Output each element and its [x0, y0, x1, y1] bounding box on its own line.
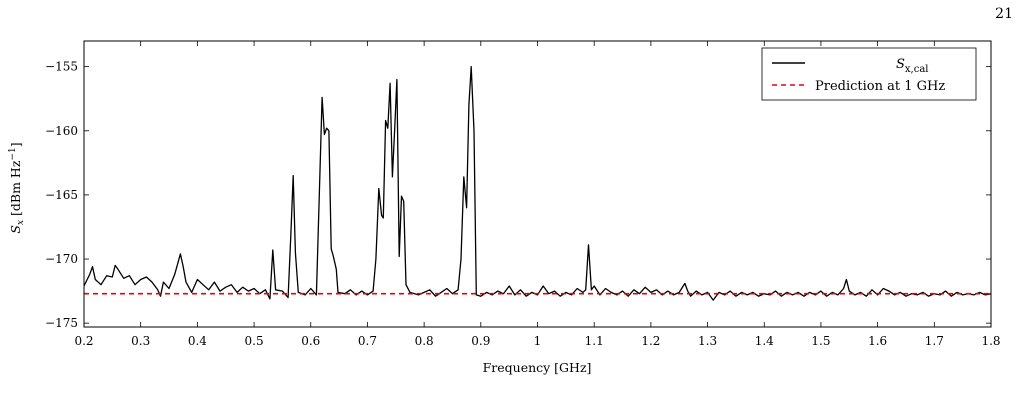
x-tick-label: 0.3: [131, 334, 150, 348]
y-axis-title: Sx [dBm Hz−1]: [8, 142, 26, 233]
y-tick-label: −160: [45, 124, 78, 138]
x-tick-label: 1.3: [698, 334, 717, 348]
legend-label-scal: Sx,cal: [896, 57, 929, 75]
x-tick-label: 1.2: [641, 334, 660, 348]
series-line-scal: [83, 66, 992, 301]
x-tick-label: 1.6: [868, 334, 887, 348]
y-axis-title-main: S: [8, 225, 23, 234]
x-tick-label: 0.6: [301, 334, 320, 348]
y-tick-label: −175: [45, 316, 78, 330]
y-axis-title-close: ]: [8, 142, 23, 147]
x-tick-label: 0.2: [74, 334, 93, 348]
x-tick-label: 0.7: [358, 334, 377, 348]
y-tick-label: −170: [45, 252, 78, 266]
x-tick-label: 0.8: [415, 334, 434, 348]
y-axis-title-sub: x: [16, 220, 26, 225]
y-tick-label: −155: [45, 60, 78, 74]
series-layer: [83, 66, 992, 301]
y-tick-label: −165: [45, 188, 78, 202]
x-tick-label: 0.9: [471, 334, 490, 348]
x-tick-label: 1.5: [811, 334, 830, 348]
x-axis-title: Frequency [GHz]: [483, 360, 592, 375]
legend-label-scal-main: S: [896, 57, 905, 72]
legend-label-prediction: Prediction at 1 GHz: [815, 79, 945, 94]
legend: Sx,cal Prediction at 1 GHz: [761, 47, 977, 101]
y-axis-title-unit: [dBm Hz: [8, 160, 23, 216]
legend-label-scal-sub: x,cal: [905, 64, 929, 75]
x-tick-label: 0.5: [245, 334, 264, 348]
axes-layer: 0.2 0.3 0.4 0.5 0.6 0.7 0.8 0.9 1 1.1 1.2 1.3 1.4 1.5…: [45, 40, 1001, 348]
page-number: 21: [995, 6, 1013, 22]
x-tick-label: 1: [534, 334, 542, 348]
legend-box: [761, 47, 977, 101]
x-tick-label: 1.4: [755, 334, 774, 348]
x-tick-label: 1.1: [585, 334, 604, 348]
x-tick-label: 0.4: [188, 334, 207, 348]
x-tick-label: 1.7: [925, 334, 944, 348]
x-tick-label: 1.8: [981, 334, 1000, 348]
y-axis-title-exp: −1: [8, 147, 18, 160]
